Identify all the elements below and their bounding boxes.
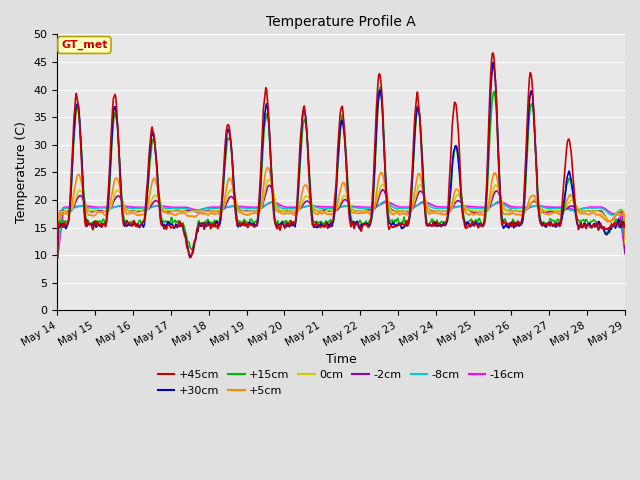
+5cm [122, 210, 130, 216]
Line: +5cm: +5cm [58, 168, 625, 258]
Title: Temperature Profile A: Temperature Profile A [266, 15, 416, 29]
+5cm [621, 235, 629, 241]
-8cm [54, 255, 61, 261]
+5cm [411, 187, 419, 192]
+15cm [122, 218, 130, 224]
+15cm [64, 220, 72, 226]
Line: +45cm: +45cm [58, 53, 625, 258]
Line: +30cm: +30cm [58, 62, 625, 258]
+45cm [490, 50, 497, 56]
+5cm [264, 165, 271, 170]
+15cm [621, 221, 629, 227]
-8cm [122, 204, 130, 210]
+15cm [376, 84, 384, 90]
0cm [411, 196, 419, 202]
+45cm [180, 228, 188, 234]
-2cm [54, 251, 61, 256]
-16cm [411, 204, 419, 209]
-8cm [428, 204, 435, 210]
-16cm [383, 199, 391, 205]
-8cm [381, 198, 389, 204]
0cm [180, 208, 188, 214]
0cm [210, 208, 218, 214]
-2cm [428, 208, 435, 214]
+30cm [64, 222, 72, 228]
-2cm [621, 251, 629, 256]
+30cm [210, 222, 218, 228]
-8cm [210, 205, 218, 211]
-16cm [54, 255, 61, 261]
+5cm [210, 211, 218, 217]
+15cm [210, 220, 218, 226]
+45cm [427, 223, 435, 228]
+30cm [54, 255, 61, 261]
-8cm [621, 248, 629, 254]
+45cm [54, 255, 61, 261]
+15cm [180, 222, 188, 228]
Line: +15cm: +15cm [58, 87, 625, 258]
-2cm [180, 208, 188, 214]
+30cm [122, 223, 130, 229]
-8cm [411, 204, 419, 210]
Line: -16cm: -16cm [58, 202, 625, 258]
+30cm [427, 222, 435, 228]
Legend: +45cm, +30cm, +15cm, +5cm, 0cm, -2cm, -8cm, -16cm: +45cm, +30cm, +15cm, +5cm, 0cm, -2cm, -8… [153, 366, 529, 400]
+45cm [621, 220, 629, 226]
-2cm [265, 182, 273, 188]
+45cm [410, 125, 418, 131]
-16cm [180, 204, 188, 210]
+5cm [54, 255, 61, 261]
Text: GT_met: GT_met [61, 40, 108, 50]
-16cm [210, 204, 218, 210]
-2cm [64, 209, 72, 215]
0cm [54, 255, 61, 261]
+30cm [180, 229, 188, 235]
Line: -2cm: -2cm [58, 185, 625, 253]
Line: -8cm: -8cm [58, 201, 625, 258]
+15cm [54, 255, 61, 261]
+5cm [180, 210, 188, 216]
+5cm [428, 210, 435, 216]
0cm [621, 241, 629, 247]
0cm [122, 206, 130, 212]
0cm [64, 207, 72, 213]
-16cm [621, 250, 629, 256]
+30cm [490, 60, 497, 65]
-8cm [64, 205, 72, 211]
0cm [428, 209, 435, 215]
+30cm [621, 225, 629, 230]
-8cm [180, 205, 188, 211]
-16cm [64, 204, 72, 210]
+45cm [64, 220, 72, 226]
-16cm [122, 204, 130, 209]
+45cm [122, 221, 130, 227]
+5cm [64, 211, 72, 217]
+15cm [411, 131, 419, 136]
Line: 0cm: 0cm [58, 180, 625, 258]
-2cm [411, 200, 419, 206]
+30cm [410, 142, 418, 148]
-16cm [428, 202, 435, 207]
-2cm [122, 206, 130, 212]
Y-axis label: Temperature (C): Temperature (C) [15, 121, 28, 223]
-2cm [210, 208, 218, 214]
+45cm [210, 220, 218, 226]
X-axis label: Time: Time [326, 353, 356, 366]
+15cm [428, 216, 435, 222]
0cm [265, 177, 273, 182]
